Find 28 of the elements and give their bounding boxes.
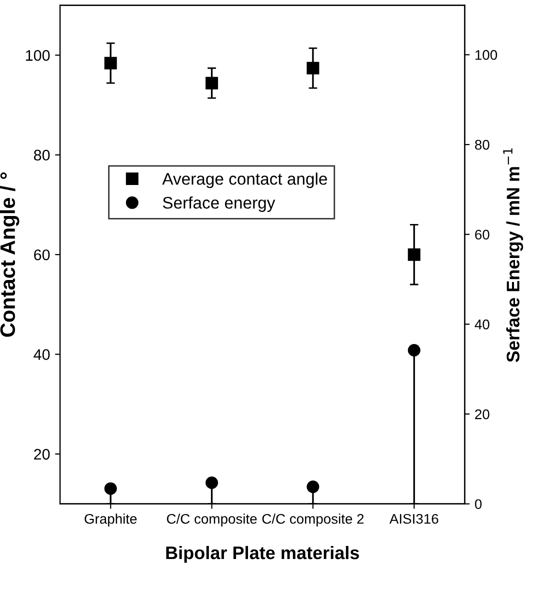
legend-label: Average contact angle bbox=[162, 172, 327, 188]
point bbox=[306, 480, 320, 494]
y-tick-label: 60 bbox=[34, 249, 50, 260]
legend-label: Serface energy bbox=[162, 196, 276, 212]
x-tick-label: Graphite bbox=[84, 514, 137, 527]
y-tick-label: 40 bbox=[34, 349, 50, 360]
point bbox=[408, 344, 420, 357]
point bbox=[104, 56, 117, 70]
point bbox=[408, 248, 420, 261]
y-tick-label: 20 bbox=[34, 448, 50, 460]
y2-tick-label: 0 bbox=[474, 499, 482, 510]
y2-axis-title: Serface Energy / mN m$^{−1}$ bbox=[503, 148, 524, 362]
x-tick-label: C/C composite 2 bbox=[262, 514, 364, 527]
point bbox=[306, 62, 320, 74]
x-axis-title: Bipolar Plate materials bbox=[166, 546, 359, 563]
y-tick-label: 80 bbox=[34, 150, 50, 161]
y2-tick-label: 40 bbox=[474, 320, 490, 330]
y-axis-title: Contact Angle / ° bbox=[0, 172, 20, 337]
y2-tick-label: 100 bbox=[475, 50, 498, 60]
point bbox=[206, 76, 218, 90]
x-tick-label: C/C composite bbox=[166, 514, 257, 527]
y2-tick-label: 80 bbox=[475, 140, 490, 150]
y-tick-label: 100 bbox=[26, 50, 50, 61]
y2-tick-label: 20 bbox=[475, 409, 490, 420]
x-tick-label: AISI316 bbox=[389, 514, 438, 524]
y2-tick-label: 60 bbox=[475, 230, 490, 240]
point bbox=[206, 476, 218, 489]
point bbox=[104, 482, 117, 495]
